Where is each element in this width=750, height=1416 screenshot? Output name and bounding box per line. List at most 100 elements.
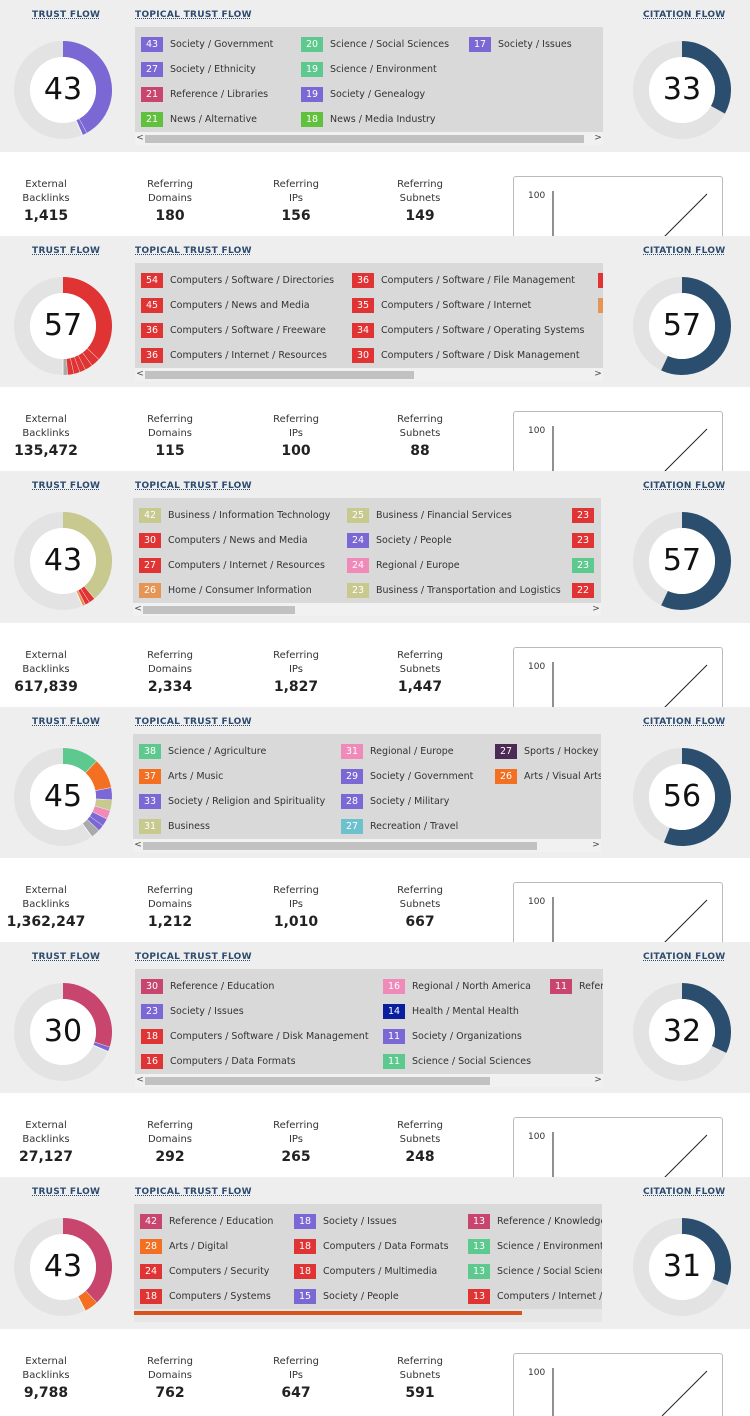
topic-item[interactable]: 11Refere <box>550 979 603 995</box>
scroll-right-arrow-icon[interactable]: > <box>593 1074 603 1087</box>
citation-flow-heading[interactable]: CITATION FLOW <box>643 10 726 20</box>
topical-trust-flow-heading[interactable]: TOPICAL TRUST FLOW <box>135 246 252 256</box>
topic-item[interactable]: 2 <box>598 298 603 314</box>
trust-flow-heading[interactable]: TRUST FLOW <box>32 246 100 256</box>
horizontal-scrollbar[interactable]: <> <box>135 1074 603 1087</box>
scroll-right-arrow-icon[interactable]: > <box>591 839 601 852</box>
topic-item[interactable]: 3 <box>598 273 603 289</box>
trust-flow-heading[interactable]: TRUST FLOW <box>32 1187 100 1197</box>
scroll-right-arrow-icon[interactable]: > <box>591 603 601 616</box>
topical-trust-flow-heading[interactable]: TOPICAL TRUST FLOW <box>135 952 252 962</box>
trust-flow-heading[interactable]: TRUST FLOW <box>32 717 100 727</box>
scrollbar-thumb[interactable] <box>145 135 584 143</box>
scroll-left-arrow-icon[interactable]: < <box>133 603 143 616</box>
scrollbar-thumb[interactable] <box>134 1311 522 1315</box>
horizontal-scrollbar[interactable]: <> <box>135 132 603 145</box>
horizontal-scrollbar[interactable]: < <box>134 1309 602 1322</box>
citation-flow-heading[interactable]: CITATION FLOW <box>643 717 726 727</box>
scroll-left-arrow-icon[interactable]: < <box>135 1074 145 1087</box>
trust-flow-heading[interactable]: TRUST FLOW <box>32 952 100 962</box>
topical-trust-flow-heading[interactable]: TOPICAL TRUST FLOW <box>135 717 252 727</box>
scrollbar-thumb[interactable] <box>145 1077 490 1085</box>
topical-trust-flow-heading[interactable]: TOPICAL TRUST FLOW <box>135 10 252 20</box>
topical-trust-flow-heading[interactable]: TOPICAL TRUST FLOW <box>135 481 252 491</box>
scroll-right-arrow-icon[interactable]: > <box>593 132 603 145</box>
topic-item[interactable]: 23 <box>572 558 601 574</box>
horizontal-scrollbar[interactable]: <> <box>133 839 601 852</box>
trust-flow-heading[interactable]: TRUST FLOW <box>32 10 100 20</box>
citation-flow-heading[interactable]: CITATION FLOW <box>643 246 726 256</box>
scroll-left-arrow-icon[interactable]: < <box>135 132 145 145</box>
horizontal-scrollbar[interactable]: <> <box>135 368 603 381</box>
topic-item[interactable]: 23 <box>572 508 601 524</box>
scrollbar-thumb[interactable] <box>145 371 414 379</box>
citation-flow-heading[interactable]: CITATION FLOW <box>643 952 726 962</box>
citation-flow-heading[interactable]: CITATION FLOW <box>643 1187 726 1197</box>
citation-flow-heading[interactable]: CITATION FLOW <box>643 481 726 491</box>
scroll-left-arrow-icon[interactable]: < <box>133 839 143 852</box>
topic-item[interactable]: 22 <box>572 583 601 599</box>
trust-flow-heading[interactable]: TRUST FLOW <box>32 481 100 491</box>
horizontal-scrollbar[interactable]: <> <box>133 603 601 616</box>
scroll-left-arrow-icon[interactable]: < <box>135 368 145 381</box>
topical-trust-flow-heading[interactable]: TOPICAL TRUST FLOW <box>135 1187 252 1197</box>
scroll-right-arrow-icon[interactable]: > <box>593 368 603 381</box>
scrollbar-thumb[interactable] <box>143 842 537 850</box>
scrollbar-thumb[interactable] <box>143 606 295 614</box>
